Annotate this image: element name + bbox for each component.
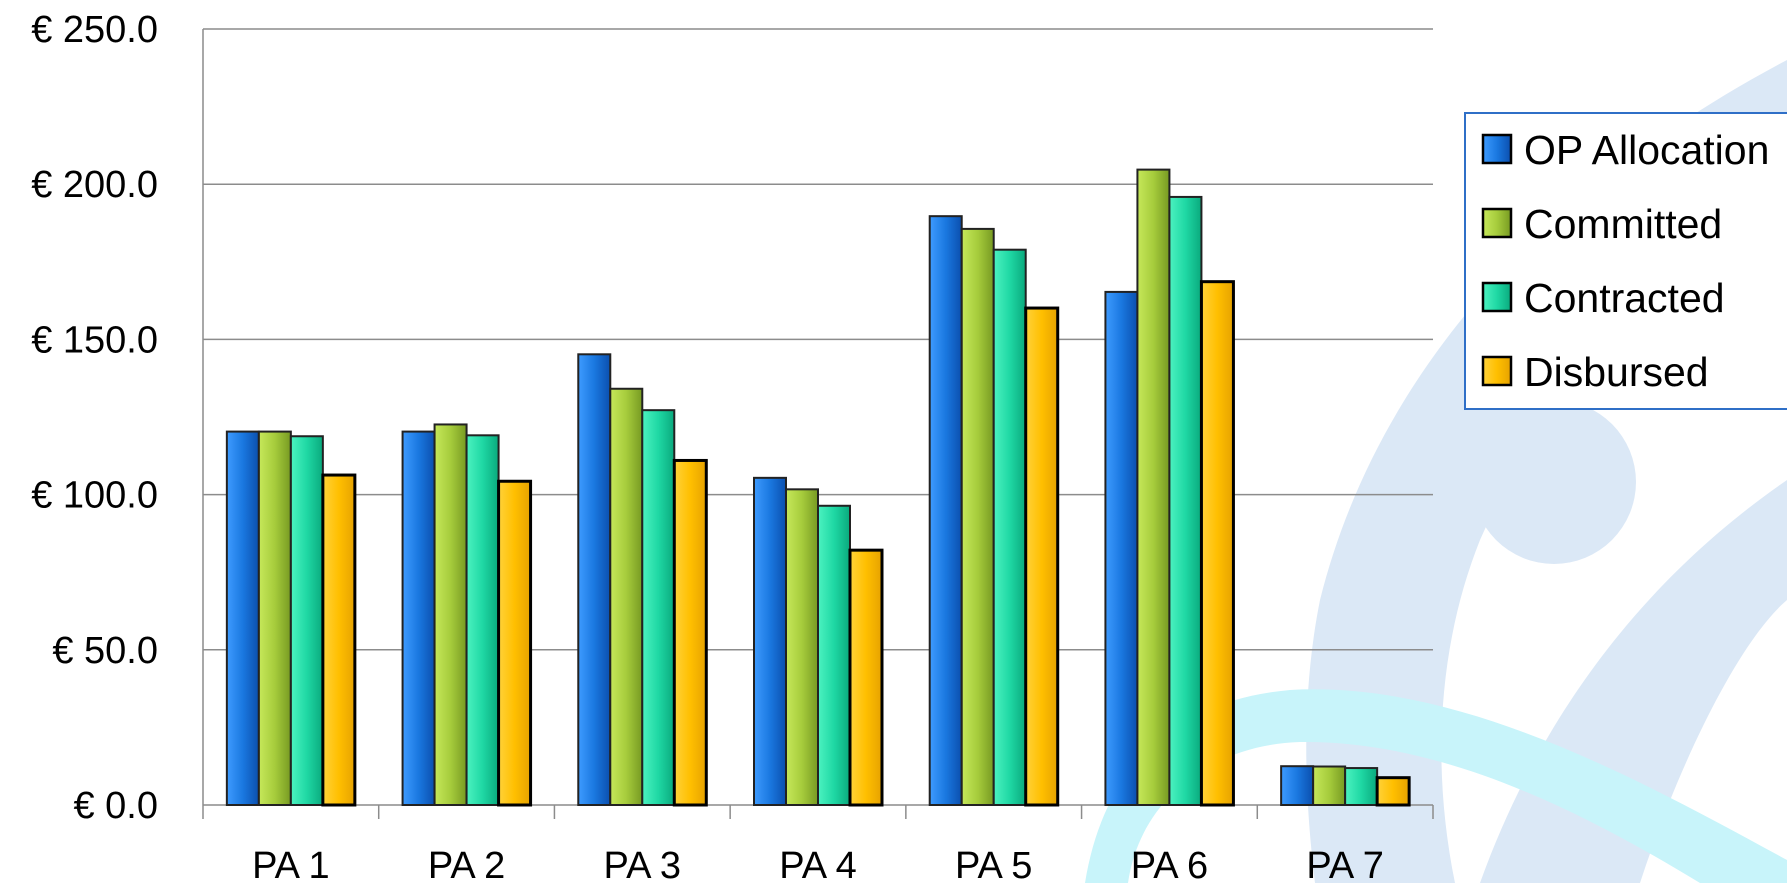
x-tick-label: PA 6	[1131, 845, 1208, 883]
x-tick-label: PA 7	[1306, 845, 1383, 883]
bar-op-allocation	[928, 215, 963, 806]
legend-swatch	[1481, 355, 1513, 387]
y-tick-label: € 0.0	[73, 785, 158, 827]
y-tick-labels: € 0.0 € 50.0 € 100.0 € 150.0 € 200.0 € 250.0	[31, 9, 158, 827]
y-tick-label: € 150.0	[31, 319, 158, 361]
bar-op-allocation	[1104, 290, 1139, 806]
bar-contracted	[465, 434, 500, 806]
y-tick-label: € 200.0	[31, 164, 158, 206]
legend-swatch	[1481, 207, 1513, 239]
bar-committed	[257, 430, 292, 806]
bar-committed	[1312, 765, 1347, 806]
legend-box	[1464, 112, 1787, 410]
bar-committed	[433, 423, 468, 806]
bar-op-allocation	[753, 476, 787, 806]
bar-committed	[785, 488, 819, 806]
bar-committed	[609, 387, 644, 806]
bar-op-allocation	[225, 430, 260, 806]
x-tick-label: PA 2	[428, 845, 505, 883]
x-tick-label: PA 1	[252, 845, 329, 883]
legend-label: Contracted	[1524, 275, 1725, 321]
bar-disbursed	[1375, 776, 1411, 807]
bar-disbursed	[1024, 306, 1060, 807]
bar-contracted	[817, 504, 851, 806]
legend: OP Allocation Committed Contracted Disburse…	[1464, 112, 1787, 410]
legend-swatch	[1481, 133, 1513, 165]
bar-disbursed	[1199, 280, 1235, 807]
bars	[225, 168, 1411, 807]
bar-contracted	[992, 248, 1027, 806]
bar-contracted	[641, 409, 676, 806]
bar-contracted	[289, 435, 324, 806]
bar-op-allocation	[401, 430, 436, 806]
bar-committed	[1136, 168, 1171, 806]
bar-contracted	[1344, 767, 1379, 806]
bar-op-allocation	[1280, 765, 1315, 807]
bar-disbursed	[497, 479, 533, 807]
bar-disbursed	[321, 473, 357, 807]
x-tick-label: PA 4	[779, 845, 856, 883]
legend-swatch	[1481, 281, 1513, 313]
x-tick-label: PA 5	[955, 845, 1032, 883]
x-tick-labels: PA 1 PA 2 PA 3 PA 4 PA 5 PA 6 PA 7	[252, 845, 1384, 883]
bar-contracted	[1168, 195, 1203, 807]
legend-label: Committed	[1524, 201, 1722, 247]
legend-label: Disbursed	[1524, 349, 1709, 395]
bar-committed	[960, 227, 995, 807]
legend-label: OP Allocation	[1524, 127, 1769, 173]
bar-disbursed	[672, 458, 708, 807]
y-tick-label: € 50.0	[52, 630, 158, 672]
y-tick-label: € 100.0	[31, 475, 158, 517]
bar-op-allocation	[577, 353, 612, 806]
x-tick-label: PA 3	[604, 845, 681, 883]
bar-disbursed	[848, 548, 884, 807]
y-tick-label: € 250.0	[31, 9, 158, 51]
